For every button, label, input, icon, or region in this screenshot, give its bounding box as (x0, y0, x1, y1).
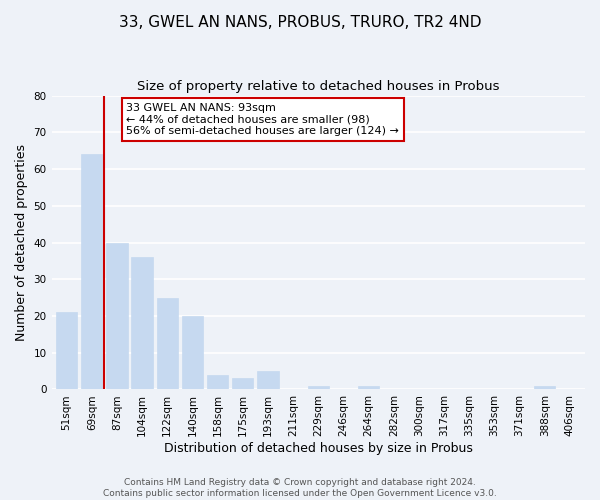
Bar (308, 386, 329, 390)
Y-axis label: Number of detached properties: Number of detached properties (15, 144, 28, 341)
Bar (81, 154, 103, 390)
Bar (182, 316, 203, 390)
Bar (56, 312, 77, 390)
Bar (257, 371, 278, 390)
Bar (358, 386, 379, 390)
Text: 33, GWEL AN NANS, PROBUS, TRURO, TR2 4ND: 33, GWEL AN NANS, PROBUS, TRURO, TR2 4ND (119, 15, 481, 30)
Bar (207, 375, 229, 390)
Text: 33 GWEL AN NANS: 93sqm
← 44% of detached houses are smaller (98)
56% of semi-det: 33 GWEL AN NANS: 93sqm ← 44% of detached… (126, 103, 399, 136)
Text: Contains HM Land Registry data © Crown copyright and database right 2024.
Contai: Contains HM Land Registry data © Crown c… (103, 478, 497, 498)
Title: Size of property relative to detached houses in Probus: Size of property relative to detached ho… (137, 80, 500, 93)
Bar (157, 298, 178, 390)
Bar (131, 257, 153, 390)
Bar (232, 378, 253, 390)
Bar (106, 242, 128, 390)
Bar (534, 386, 556, 390)
X-axis label: Distribution of detached houses by size in Probus: Distribution of detached houses by size … (164, 442, 473, 455)
